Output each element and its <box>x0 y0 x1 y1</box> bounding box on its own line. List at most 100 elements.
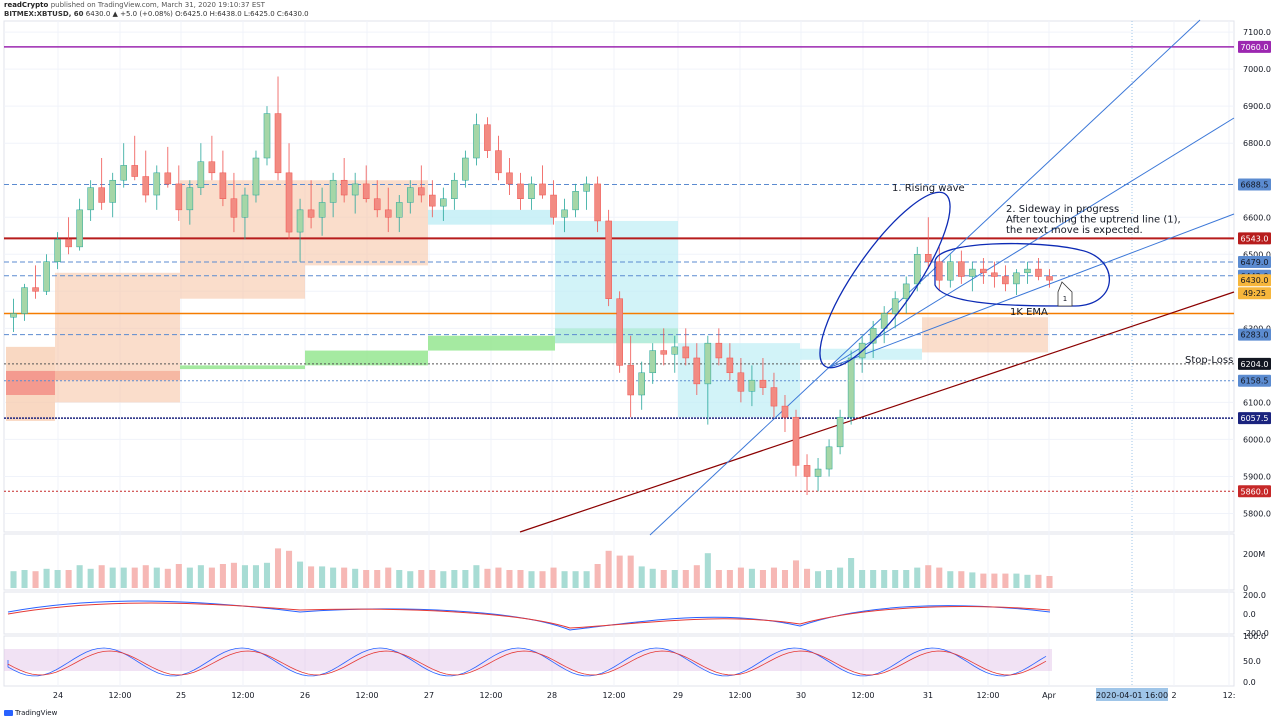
time-tick-label: 12:00 <box>602 691 625 700</box>
volume-bar <box>87 568 94 588</box>
candle-body <box>814 468 822 477</box>
time-tick-label: 26 <box>300 691 310 700</box>
symbol-legend: BITMEX:XBTUSD, 60 6430.0 ▲ +5.0 (+0.08%)… <box>4 10 309 18</box>
volume-bar <box>870 570 877 588</box>
author-name: readCrypto <box>4 1 49 9</box>
candle-body <box>274 113 282 174</box>
volume-bar <box>418 570 425 588</box>
stoch-tick-label: 0.0 <box>1243 678 1256 687</box>
candle <box>704 335 712 425</box>
candle-body <box>1046 276 1053 281</box>
candle <box>395 195 403 233</box>
candle <box>164 146 172 188</box>
volume-bar <box>947 571 954 588</box>
candle <box>550 180 557 225</box>
candle-body <box>781 405 789 418</box>
price-badge-label: 6479.0 <box>1241 258 1269 267</box>
volume-bar <box>704 553 711 588</box>
candle-body <box>120 165 128 181</box>
volume-bar <box>881 570 888 588</box>
volume-bar <box>462 570 469 588</box>
volume-bar <box>649 568 656 588</box>
candle-body <box>759 379 767 388</box>
candle-body <box>318 202 326 218</box>
candle-body <box>726 357 734 374</box>
candle-body <box>902 283 910 299</box>
candle-body <box>715 342 723 359</box>
candle <box>924 217 932 270</box>
volume-bar <box>660 570 667 588</box>
candle-body <box>638 372 645 396</box>
candle <box>406 180 414 214</box>
candle <box>605 209 612 307</box>
candle <box>462 150 469 188</box>
candle <box>991 261 998 288</box>
candle <box>913 246 921 292</box>
candle-body <box>528 183 535 199</box>
price-badge-label: 6543.0 <box>1241 234 1269 243</box>
price-tick-label: 6800.0 <box>1243 139 1271 148</box>
volume-bar <box>715 570 722 588</box>
candle-body <box>1013 272 1020 285</box>
candle <box>65 217 72 255</box>
volume-bar <box>219 564 226 588</box>
candle-body <box>935 261 943 281</box>
price-badge-label: 6057.5 <box>1241 414 1269 423</box>
brand-name: TradingView <box>15 709 58 717</box>
candle <box>263 106 271 166</box>
candle-body <box>792 416 800 466</box>
candle-body <box>550 194 557 218</box>
candle <box>120 143 128 188</box>
price-badge-label: 5860.0 <box>1241 487 1269 496</box>
price-badge <box>1238 256 1271 269</box>
volume-bar <box>297 561 304 588</box>
volume-bar <box>1046 576 1053 588</box>
price-badge-label: 6430.0 <box>1241 276 1269 285</box>
candle-body <box>671 346 679 355</box>
candle-body <box>958 261 965 277</box>
candle-body <box>594 183 601 222</box>
ohlc-values: 6430.0 ▲ +5.0 (+0.08%) O:6425.0 H:6438.0… <box>85 10 309 18</box>
volume-bar <box>1013 573 1020 588</box>
price-badge-label: 6688.5 <box>1241 180 1269 189</box>
volume-bar <box>43 568 50 588</box>
volume-bar <box>848 558 855 588</box>
candle-body <box>285 172 293 233</box>
volume-bar <box>903 570 910 588</box>
candle <box>429 180 436 218</box>
candle-body <box>362 183 370 199</box>
volume-bar <box>528 571 535 588</box>
volume-bar <box>803 568 811 588</box>
rising-wave-label: 1. Rising wave <box>892 183 965 194</box>
candle-body <box>847 357 855 418</box>
candle <box>539 165 546 199</box>
candle-body <box>649 350 657 374</box>
candle <box>219 150 227 207</box>
candle-body <box>230 198 238 218</box>
publisher-info: readCrypto published on TradingView.com,… <box>4 1 265 9</box>
candle <box>969 261 976 292</box>
candle <box>440 187 447 221</box>
candle <box>351 172 359 214</box>
volume-bar <box>131 567 138 588</box>
candle <box>230 172 238 233</box>
price-tick-label: 6600.0 <box>1243 213 1271 222</box>
volume-tick-label: 0 <box>1243 584 1248 593</box>
stoch-tick-label: 100.0 <box>1243 632 1266 641</box>
candle-body <box>418 187 425 196</box>
candle <box>32 265 39 299</box>
candle-body <box>913 254 921 285</box>
stoch-tick-label: 50.0 <box>1243 657 1261 666</box>
rising-wave-ellipse <box>819 191 951 369</box>
volume-bar <box>484 568 491 588</box>
candle <box>340 158 348 203</box>
candle-body <box>153 172 161 196</box>
candle-body <box>263 113 271 159</box>
price-badge <box>1238 412 1271 425</box>
volume-bar <box>32 571 39 588</box>
candle <box>947 254 954 288</box>
candle <box>616 291 623 373</box>
price-badge-label: 49:25 <box>1243 289 1266 298</box>
price-badge <box>1238 328 1271 341</box>
